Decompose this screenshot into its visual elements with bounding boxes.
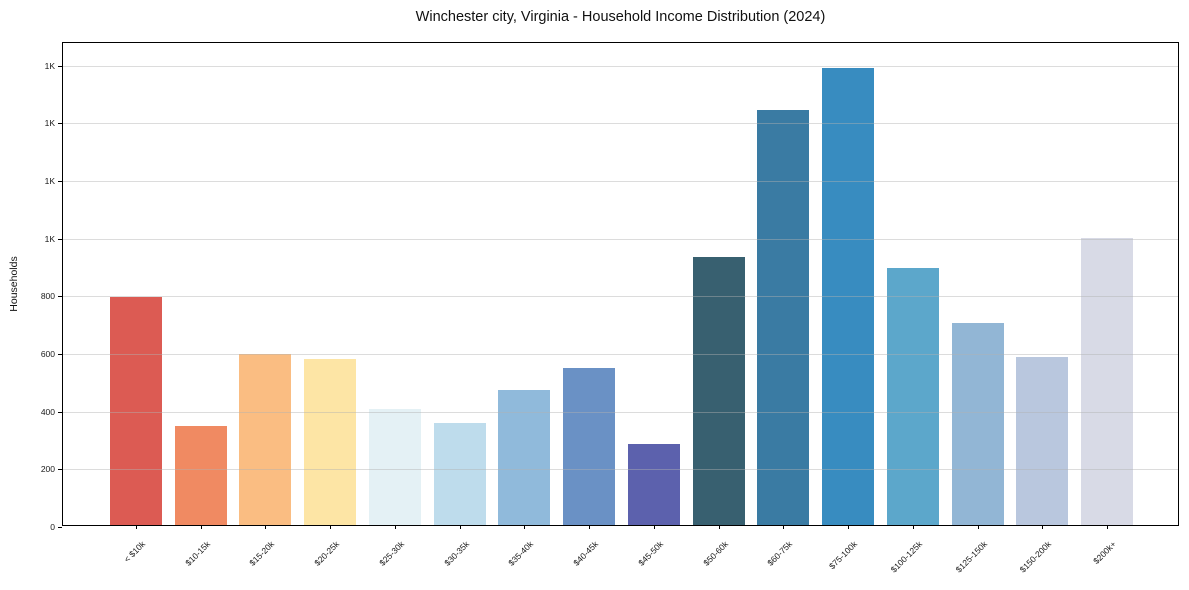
bar-$40-45k xyxy=(563,367,616,525)
y-tick-mark xyxy=(58,527,62,528)
x-tick-label: $50-60k xyxy=(700,539,730,568)
gridline xyxy=(63,123,1178,125)
bar-$100-125k xyxy=(886,267,939,525)
bar-$20-25k xyxy=(304,359,357,525)
x-tick-label: $15-20k xyxy=(247,539,277,568)
x-tick-mark xyxy=(330,525,332,529)
x-tick-label: $100-125k xyxy=(888,539,924,575)
y-tick-label: 1K xyxy=(44,175,55,186)
gridline xyxy=(63,296,1178,298)
y-tick-mark xyxy=(58,411,62,413)
chart-title: Winchester city, Virginia - Household In… xyxy=(415,9,826,25)
y-tick-label: 1K xyxy=(44,60,55,71)
bar-$25-30k xyxy=(368,408,421,525)
x-tick-mark xyxy=(459,525,461,529)
x-tick-label: $75-100k xyxy=(827,539,860,572)
x-tick-label: $45-50k xyxy=(636,539,665,568)
x-tick-mark xyxy=(394,525,396,529)
y-tick-label: 1K xyxy=(44,233,55,244)
x-tick-mark xyxy=(718,525,720,529)
gridline xyxy=(63,411,1178,413)
plot-area: < $10k $10-15k $15-20k $20-25k $25-30k $30-35… xyxy=(41,42,1179,574)
y-tick-mark xyxy=(58,469,62,471)
x-tick-label: < $10k xyxy=(121,539,147,565)
bar-$35-40k xyxy=(498,390,551,525)
y-tick-mark xyxy=(58,238,62,240)
y-tick-label: 400 xyxy=(40,406,55,417)
x-tick-label: $40-45k xyxy=(571,539,601,568)
y-tick-mark xyxy=(58,180,62,182)
bar-$125-150k xyxy=(951,323,1004,525)
y-tick-label: 600 xyxy=(40,348,55,359)
bar-$150-200k xyxy=(1016,357,1069,525)
x-tick-mark xyxy=(200,525,202,529)
x-tick-mark xyxy=(783,525,785,529)
x-tick-mark xyxy=(653,525,655,529)
x-tick-label: $125-150k xyxy=(953,539,989,575)
bar-$45-50k xyxy=(627,444,680,525)
gridline xyxy=(63,65,1178,67)
x-tick-mark xyxy=(524,525,526,529)
x-tick-label: $200k+ xyxy=(1091,539,1119,566)
x-tick-label: $35-40k xyxy=(506,539,536,568)
x-tick-mark xyxy=(589,525,591,529)
x-tick-mark xyxy=(912,525,914,529)
y-tick-label: 200 xyxy=(40,464,55,475)
y-tick-label: 800 xyxy=(40,291,55,302)
y-axis-label: Households xyxy=(8,256,20,312)
bar-$30-35k xyxy=(433,422,486,525)
x-tick-label: $20-25k xyxy=(312,539,342,568)
bar-$60-75k xyxy=(757,109,810,525)
y-tick-mark xyxy=(58,123,62,125)
x-tick-label: $60-75k xyxy=(765,539,795,568)
x-tick-mark xyxy=(1107,525,1109,529)
gridline xyxy=(63,469,1178,471)
x-tick-label: $30-35k xyxy=(441,539,471,568)
x-tick-label: $150-200k xyxy=(1018,539,1054,575)
y-tick-mark xyxy=(58,353,62,355)
x-tick-mark xyxy=(135,525,137,529)
y-tick-mark xyxy=(58,65,62,67)
x-tick-label: $10-15k xyxy=(182,539,212,568)
x-tick-mark xyxy=(848,525,850,529)
x-tick-mark xyxy=(1042,525,1044,529)
bar-$200k+ xyxy=(1081,238,1134,525)
x-tick-mark xyxy=(977,525,979,529)
bar-$50-60k xyxy=(692,256,745,525)
bar-$15-20k xyxy=(239,354,292,525)
y-tick-label: 1K xyxy=(44,118,55,129)
bar-< $10k xyxy=(109,297,162,525)
y-tick-mark xyxy=(58,296,62,298)
gridline xyxy=(63,180,1178,182)
y-tick-label: 0 xyxy=(50,522,55,532)
bar-$10-15k xyxy=(174,425,227,525)
bar-$75-100k xyxy=(822,67,875,525)
x-tick-mark xyxy=(265,525,267,529)
gridline xyxy=(63,353,1178,355)
x-tick-label: $25-30k xyxy=(377,539,406,568)
gridline xyxy=(63,238,1178,240)
